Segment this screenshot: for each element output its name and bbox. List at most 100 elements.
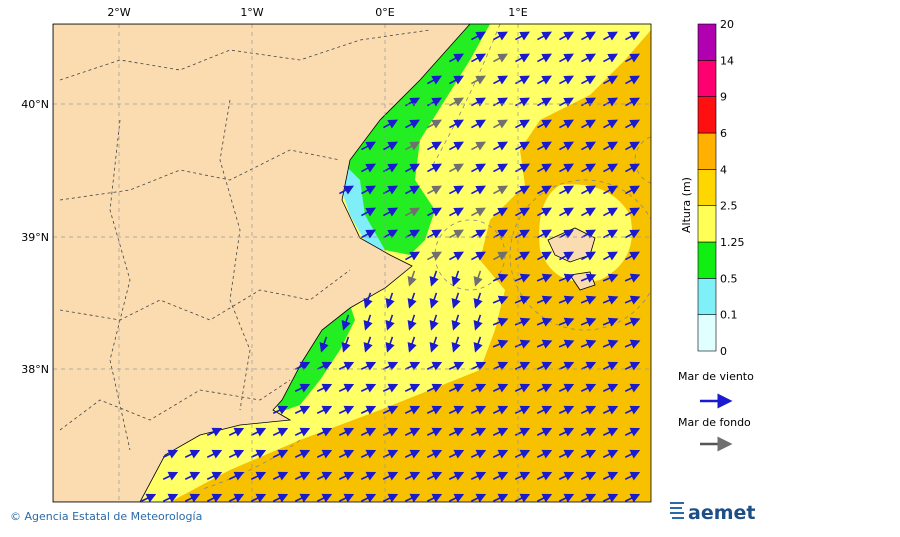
arrow	[536, 273, 553, 283]
arrow	[559, 53, 574, 63]
arrow	[470, 493, 487, 502]
arrow	[581, 229, 596, 239]
colorbar-segment	[697, 278, 717, 315]
colorbar-label: 0.5	[720, 272, 738, 285]
legend-label: Mar de fondo	[678, 416, 751, 429]
arrow	[625, 185, 640, 195]
arrow	[580, 339, 597, 349]
arrow	[492, 471, 509, 481]
arrow	[514, 295, 531, 305]
arrow	[382, 405, 399, 415]
arrow	[625, 141, 640, 151]
arrow	[537, 141, 552, 151]
arrow	[427, 119, 442, 129]
arrow	[250, 493, 267, 502]
arrow	[514, 339, 531, 349]
arrow	[603, 53, 618, 63]
arrow	[449, 75, 464, 85]
arrow	[451, 336, 461, 353]
arrow	[383, 229, 398, 239]
land	[53, 24, 471, 502]
arrow	[515, 31, 530, 41]
arrow	[537, 53, 552, 63]
arrow	[184, 449, 201, 459]
arrow	[559, 97, 574, 107]
arrow	[140, 493, 157, 502]
lat-labels: 40°N 39°N 38°N	[21, 98, 49, 376]
lat-label: 40°N	[21, 98, 49, 111]
arrow	[404, 471, 421, 481]
arrow	[515, 185, 530, 195]
arrow	[426, 449, 443, 459]
arrow	[559, 75, 574, 85]
lon-label: 1°W	[240, 6, 263, 19]
arrow	[515, 229, 530, 239]
arrow	[580, 405, 597, 415]
arrow	[581, 53, 596, 63]
arrow	[624, 383, 641, 393]
arrow	[228, 493, 245, 502]
arrow	[515, 141, 530, 151]
arrow	[559, 185, 574, 195]
arrow	[339, 185, 354, 195]
arrow	[559, 251, 574, 261]
arrow	[184, 471, 201, 481]
arrow	[272, 471, 289, 481]
arrow	[493, 229, 508, 239]
arrow	[427, 185, 442, 195]
arrow	[407, 314, 417, 331]
arrow	[514, 383, 531, 393]
arrow	[385, 292, 395, 309]
arrow	[448, 383, 465, 393]
arrow	[471, 163, 486, 173]
arrow	[559, 31, 574, 41]
lon-label: 2°W	[107, 6, 130, 19]
arrow	[471, 207, 486, 217]
arrow	[338, 449, 355, 459]
arrow	[405, 163, 420, 173]
arrow	[316, 361, 333, 371]
arrow	[471, 97, 486, 107]
arrow	[361, 207, 376, 217]
arrow	[471, 141, 486, 151]
arrow	[515, 251, 530, 261]
arrow	[558, 449, 575, 459]
arrow	[470, 361, 487, 371]
arrow	[493, 97, 508, 107]
arrow	[558, 273, 575, 283]
arrow	[316, 471, 333, 481]
arrow	[559, 141, 574, 151]
arrow	[515, 207, 530, 217]
arrow	[338, 405, 355, 415]
arrow	[602, 405, 619, 415]
arrow	[162, 493, 179, 502]
arrow	[382, 361, 399, 371]
arrow	[316, 449, 333, 459]
colorbar-label: 20	[720, 18, 734, 31]
arrow	[492, 317, 509, 327]
arrow	[250, 427, 267, 437]
arrow	[580, 295, 597, 305]
arrow	[581, 251, 596, 261]
arrow	[624, 493, 641, 502]
arrow	[405, 97, 420, 107]
arrow	[341, 336, 351, 353]
arrow	[383, 163, 398, 173]
arrow	[470, 405, 487, 415]
arrow	[603, 207, 618, 217]
arrow	[514, 317, 531, 327]
arrow	[536, 383, 553, 393]
arrow	[341, 314, 351, 331]
arrow	[492, 449, 509, 459]
lon-labels: 2°W 1°W 0°E 1°E	[107, 6, 527, 19]
arrow	[360, 471, 377, 481]
arrow	[449, 251, 464, 261]
arrow	[536, 361, 553, 371]
arrow	[404, 449, 421, 459]
arrow	[559, 119, 574, 129]
arrow	[316, 405, 333, 415]
arrow	[361, 185, 376, 195]
arrow	[471, 53, 486, 63]
arrow	[515, 53, 530, 63]
colorbar-segment	[697, 60, 717, 97]
